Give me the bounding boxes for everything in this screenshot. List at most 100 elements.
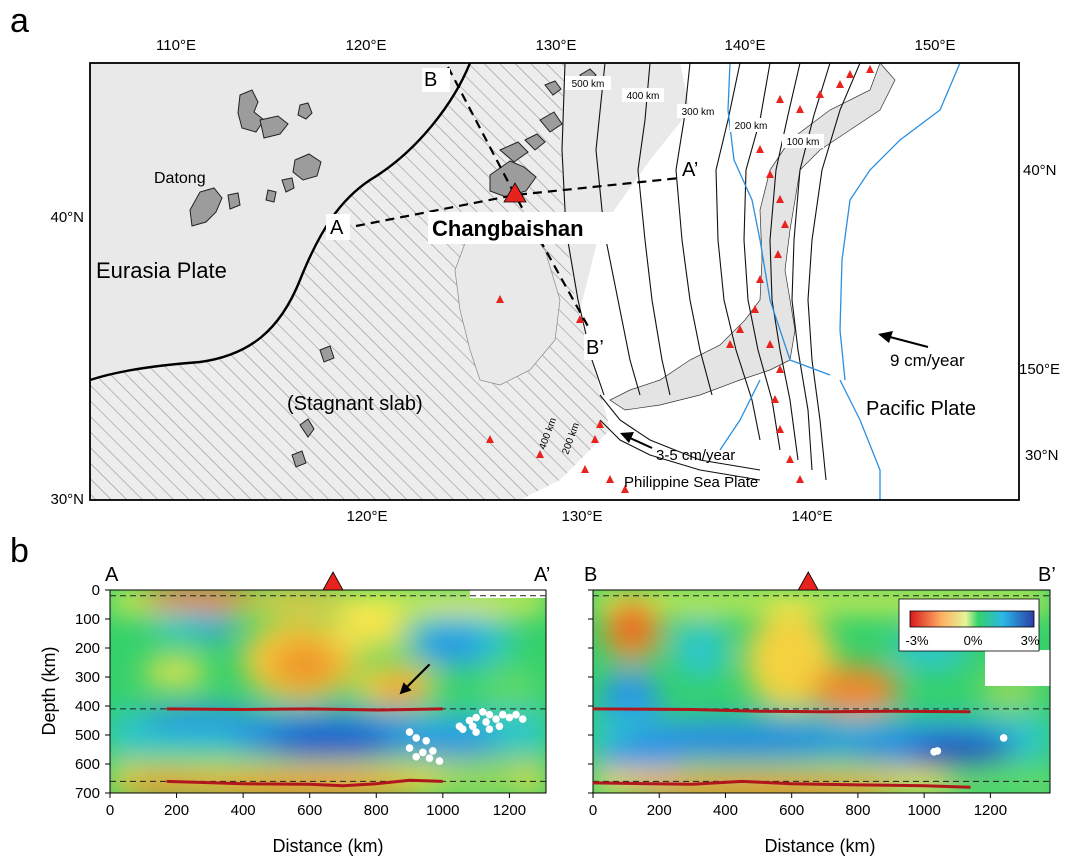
section-A-event-point	[405, 728, 414, 736]
colorbar-mid: 0%	[964, 633, 983, 648]
section-A-y-tick-label: 500	[75, 727, 100, 744]
section-A-heatmap	[110, 590, 546, 793]
tick-150E: 150°E	[914, 37, 955, 54]
left-lat-ticks: 40°N 30°N	[50, 209, 84, 508]
section-A-event-point	[482, 718, 490, 726]
section-A-x-tick-label: 400	[231, 802, 256, 819]
colorbar: -3% 0% 3%	[898, 598, 1040, 652]
section-A-y-tick-label: 300	[75, 669, 100, 686]
volcano-icon	[621, 485, 629, 493]
section-B-x-tick-label: 0	[589, 802, 597, 819]
section-A-event-point	[435, 757, 444, 765]
colorbar-max: 3%	[1021, 633, 1040, 648]
volcano-icon	[866, 65, 874, 73]
section-A-event-point	[429, 747, 437, 755]
section-A-event-point	[405, 744, 414, 752]
volcano-icon	[776, 95, 784, 103]
section-A-event-point	[425, 754, 434, 762]
right-ticks: 40°N 150°E 30°N	[1019, 162, 1060, 464]
section-A-y-tick-label: 600	[75, 756, 100, 773]
section-A-event-point	[485, 710, 494, 719]
section-A-x-tick-label: 200	[164, 802, 189, 819]
contour-label-500: 500 km	[572, 79, 605, 90]
section-A-event-point	[505, 713, 514, 722]
tick-110E: 110°E	[156, 37, 196, 54]
section-A-event-point	[422, 737, 430, 745]
volcano-icon	[771, 395, 779, 403]
tick-130E: 130°E	[535, 37, 576, 54]
volcano-icon	[766, 340, 774, 348]
section-A-event-point	[412, 752, 420, 761]
section-B-x-tick-label: 1000	[907, 802, 940, 819]
volcano-icon	[766, 170, 774, 178]
tick-r-40N: 40°N	[1023, 162, 1057, 179]
tick-b-120E: 120°E	[346, 508, 387, 525]
volcano-icon	[776, 195, 784, 203]
section-A-xlabel: Distance (km)	[272, 836, 383, 856]
trench-izu	[727, 63, 831, 376]
stagnant-slab-region	[90, 63, 610, 500]
section-A-ylabel: Depth (km)	[39, 646, 59, 735]
section-B-left-label: B	[584, 564, 597, 586]
volcano-icon	[486, 435, 494, 443]
section-A-discontinuity-410	[166, 707, 443, 712]
top-lon-ticks: 110°E 120°E 130°E 140°E 150°E	[156, 37, 955, 54]
section-A-event-point	[495, 722, 504, 731]
section-A-right-label: A’	[534, 564, 550, 586]
tick-b-140E: 140°E	[791, 508, 832, 525]
section-A-event-point	[468, 722, 477, 731]
volcano-icon	[596, 420, 604, 428]
section-B-discontinuity-410	[592, 707, 971, 714]
volcano-icon	[576, 315, 584, 323]
section-B-event-point	[999, 734, 1008, 742]
section-B-x-tick-label: 800	[845, 802, 870, 819]
section-A-event-point	[458, 725, 467, 733]
section-B-heatmap	[593, 590, 1050, 793]
section-B-xlabel: Distance (km)	[764, 836, 875, 856]
section-B-event-point	[930, 748, 938, 756]
tick-30N: 30°N	[50, 491, 84, 508]
lava-fields	[189, 68, 597, 468]
section-A-event-point	[472, 713, 480, 722]
section-A-event-point	[455, 722, 464, 731]
label-point-A-prime: A’	[682, 159, 698, 181]
section-A-x-tick-label: 0	[106, 802, 114, 819]
tick-140E: 140°E	[724, 37, 765, 54]
tick-b-130E: 130°E	[561, 508, 602, 525]
section-B-x-tick-label: 200	[647, 802, 672, 819]
label-philippine-rate: 3-5 cm/year	[656, 447, 735, 464]
section-A-event-point	[419, 748, 427, 757]
volcano-icon	[736, 325, 744, 333]
volcano-icon	[846, 70, 854, 78]
section-A-y-tick-label: 200	[75, 640, 100, 657]
section-A-event-point	[465, 716, 474, 725]
section-A-x-tick-label: 1000	[426, 802, 459, 819]
label-point-B-prime: B’	[586, 337, 604, 359]
section-A-event-point	[492, 715, 500, 723]
trench-ryukyu	[719, 379, 761, 451]
section-A-frame	[109, 589, 547, 794]
contour-label-300: 300 km	[682, 107, 715, 118]
panel-label-b: b	[10, 532, 29, 570]
label-eurasia-plate: Eurasia Plate	[96, 258, 227, 283]
tick-120E: 120°E	[345, 37, 386, 54]
volcano-icon	[606, 475, 614, 483]
section-A-y-tick-label: 0	[92, 582, 100, 599]
section-A-overlay	[110, 595, 546, 788]
label-philippine-plate: Philippine Sea Plate	[624, 474, 758, 491]
volcano-icon	[786, 455, 794, 463]
section-A-x-tick-label: 800	[364, 802, 389, 819]
section-A-left-label: A	[105, 564, 119, 586]
label-datong: Datong	[154, 170, 206, 187]
section-A-event-point	[518, 715, 527, 723]
tick-r-30N: 30°N	[1025, 447, 1059, 464]
eurasia-boundary	[90, 63, 472, 382]
section-B-volcano-icon	[797, 571, 819, 591]
section-B-discontinuity-660	[592, 779, 971, 789]
korea-peninsula	[454, 219, 561, 386]
volcano-icon	[751, 305, 759, 313]
volcano-markers	[486, 65, 874, 493]
section-A-volcano-icon	[322, 571, 344, 591]
section-A-event-point	[472, 728, 480, 736]
section-B-right-label: B’	[1038, 564, 1056, 586]
